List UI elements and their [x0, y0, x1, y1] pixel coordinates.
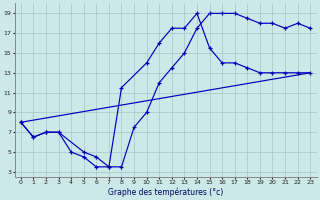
X-axis label: Graphe des températures (°c): Graphe des températures (°c): [108, 187, 223, 197]
